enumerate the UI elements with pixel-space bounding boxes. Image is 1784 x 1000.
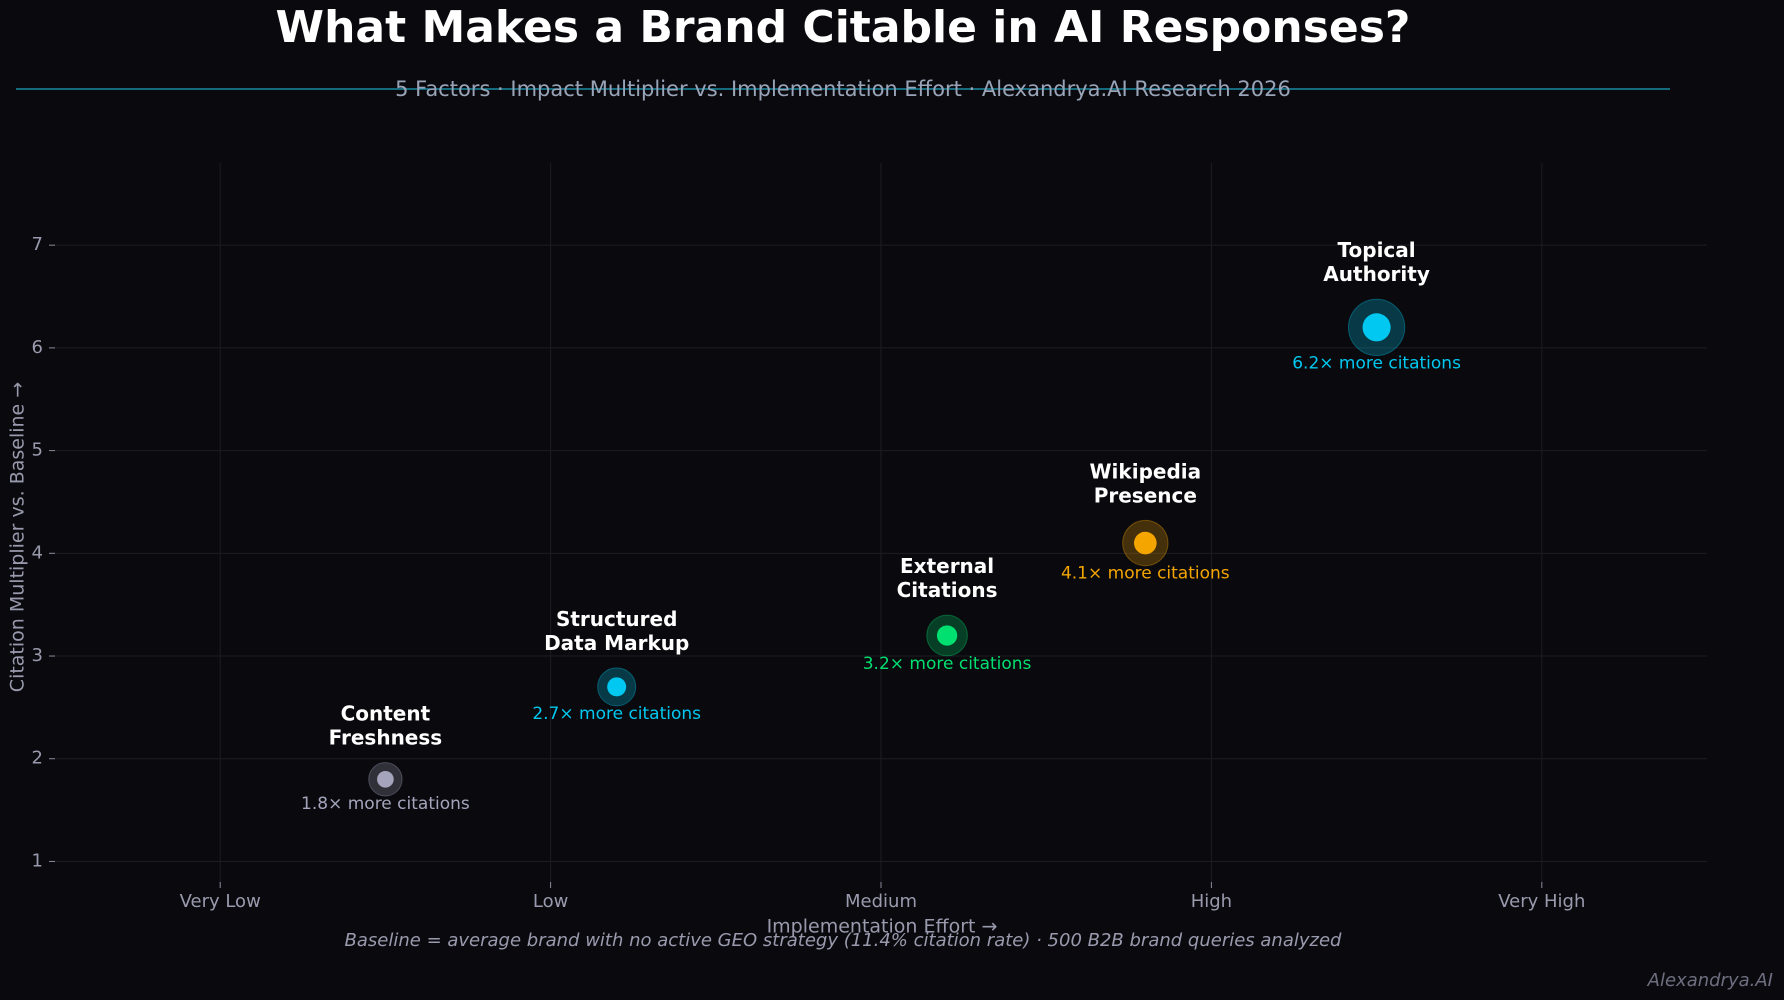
y-tick-label: 6 xyxy=(32,337,43,358)
x-tick-label: Low xyxy=(533,891,568,912)
x-tick-label: High xyxy=(1191,891,1232,912)
point-name: External Citations xyxy=(897,554,998,602)
point xyxy=(936,625,958,646)
value-label: 2.7× more citations xyxy=(532,704,701,724)
y-tick-label: 3 xyxy=(32,645,43,666)
x-tick-label: Very Low xyxy=(180,891,261,912)
y-tick-label: 4 xyxy=(32,542,43,563)
x-tick-label: Very High xyxy=(1498,891,1585,912)
point xyxy=(607,677,627,697)
point-name: Wikipedia Presence xyxy=(1090,459,1202,507)
point xyxy=(1133,531,1157,555)
y-tick-label: 1 xyxy=(32,850,43,871)
x-axis-label: Implementation Effort → xyxy=(767,916,998,938)
value-label: 6.2× more citations xyxy=(1292,353,1461,373)
value-label: 3.2× more citations xyxy=(863,654,1032,674)
footnote: Baseline = average brand with no active … xyxy=(345,930,1343,951)
point-name: Topical Authority xyxy=(1323,238,1430,286)
y-tick-label: 7 xyxy=(32,234,43,255)
y-tick-label: 5 xyxy=(32,440,43,461)
value-label: 1.8× more citations xyxy=(301,794,470,814)
point xyxy=(377,770,394,788)
point xyxy=(1362,313,1391,342)
y-axis-label: Citation Multiplier vs. Baseline → xyxy=(7,382,29,692)
point-name: Structured Data Markup xyxy=(544,606,689,654)
point-name: Content Freshness xyxy=(329,701,443,749)
value-label: 4.1× more citations xyxy=(1061,564,1230,584)
chart-subtitle: 5 Factors · Impact Multiplier vs. Implem… xyxy=(395,77,1291,101)
chart-title: What Makes a Brand Citable in AI Respons… xyxy=(276,2,1411,53)
y-tick-label: 2 xyxy=(32,748,43,769)
x-tick-label: Medium xyxy=(845,891,917,912)
watermark: Alexandrya.AI xyxy=(1647,970,1773,991)
